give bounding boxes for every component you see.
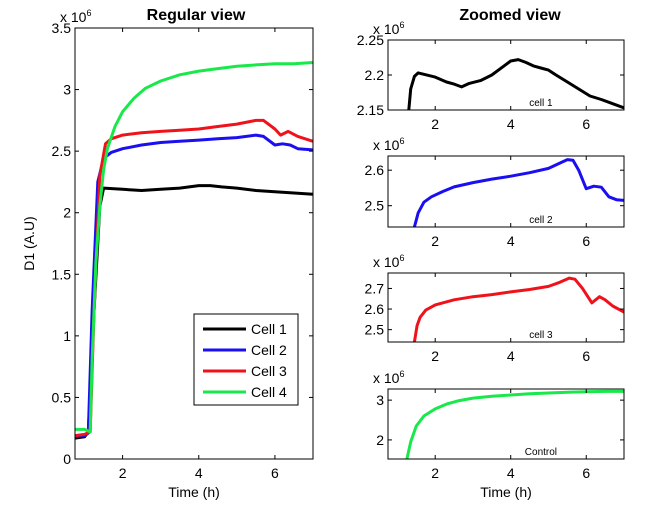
exponent-label: x 106 [373,369,404,386]
exponent-base: x 10 [373,254,400,270]
chart-title: Regular view [147,7,246,24]
y-tick-label: 2 [376,432,384,448]
exponent-label: x 106 [373,20,404,37]
x-tick-label: 4 [195,465,203,481]
y-tick-label: 2.7 [365,280,385,296]
y-tick-label: 1.5 [52,266,72,282]
series-line-cell-3 [412,276,624,342]
x-tick-label: 6 [582,116,590,132]
y-tick-label: 2.5 [52,143,72,159]
axes-frame [74,27,314,460]
exponent-base: x 10 [373,137,400,153]
x-tick-label: 4 [507,465,515,481]
exponent-power: 6 [399,136,404,146]
y-tick-label: 2.5 [365,322,385,338]
legend-label: Cell 3 [251,363,287,379]
y-tick-label: 0 [63,451,71,467]
y-tick-label: 2.6 [365,162,385,178]
x-axis-label: Time (h) [480,484,532,500]
chart-regular: 2 4 600.511.522.533.5x 106 Regular viewTime… [21,7,314,500]
exponent-base: x 10 [373,370,400,386]
x-tick-label: 6 [271,465,279,481]
y-tick-label: 2.25 [357,32,384,48]
panel-annotation: cell 3 [529,330,553,341]
axes-frame [387,155,625,228]
y-tick-label: 3 [63,82,71,98]
exponent-label: x 106 [373,253,404,270]
x-tick-label: 2 [431,233,439,249]
legend-label: Cell 2 [251,342,287,358]
x-tick-label: 2 [431,465,439,481]
exponent-label: x 106 [60,8,91,25]
x-tick-label: 6 [582,348,590,364]
x-tick-label: 4 [507,233,515,249]
x-tick-label: 6 [582,465,590,481]
exponent-label: x 106 [373,136,404,153]
x-tick-label: 2 [431,116,439,132]
chart-title: Zoomed view [459,7,561,24]
series-line-cell-4 [75,61,313,434]
exponent-power: 6 [399,20,404,30]
axes-frame [387,388,625,460]
panel-annotation: cell 1 [529,98,553,109]
y-axis-label: D1 (A.U) [21,216,37,270]
x-tick-label: 2 [431,348,439,364]
y-tick-label: 2.15 [357,102,384,118]
series-line-cell-2 [75,133,313,439]
x-tick-label: 4 [507,348,515,364]
y-tick-label: 2.5 [365,198,385,214]
exponent-power: 6 [86,8,91,18]
x-tick-label: 2 [119,465,127,481]
x-tick-label: 4 [507,116,515,132]
legend-label: Cell 1 [251,321,287,337]
x-axis-label: Time (h) [168,484,220,500]
y-tick-label: 2 [63,205,71,221]
exponent-base: x 10 [60,9,87,25]
y-tick-label: 1 [63,328,71,344]
axes-frame [387,272,625,343]
panel-annotation: cell 2 [529,215,553,226]
exponent-power: 6 [399,369,404,379]
exponent-base: x 10 [373,21,400,37]
legend-label: Cell 4 [251,384,287,400]
y-tick-label: 0.5 [52,389,72,405]
exponent-power: 6 [399,253,404,263]
legend: Cell 1 Cell 2 Cell 3 Cell 4 [193,313,299,406]
y-tick-label: 2.6 [365,301,385,317]
series-line-cell-1 [407,58,624,110]
y-tick-label: 3 [376,392,384,408]
y-tick-label: 3.5 [52,20,72,36]
x-tick-label: 6 [582,233,590,249]
panel-annotation: Control [525,447,557,458]
y-tick-label: 2.2 [365,67,385,83]
series-line-cell-2 [412,158,624,227]
series-line-control [405,389,624,459]
